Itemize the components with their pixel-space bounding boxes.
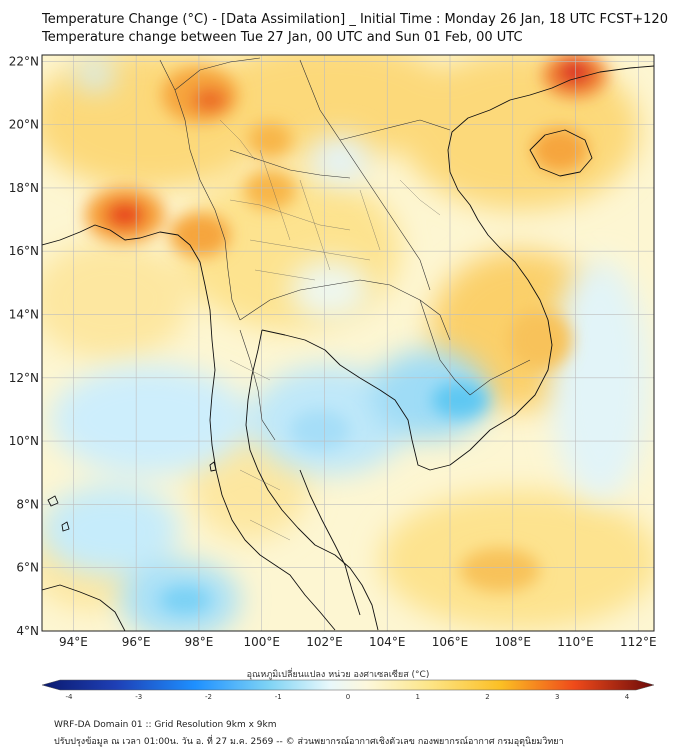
cool-spot-northwest <box>75 60 115 90</box>
colorbar-ticks: -4 -3 -2 -1 0 1 2 3 4 <box>66 693 630 701</box>
longitude-label: 102°E <box>306 635 343 649</box>
latitude-label: 12°N <box>9 371 39 385</box>
warm-region-andaman <box>30 240 190 360</box>
colorbar-tick-label: -3 <box>135 693 142 701</box>
colorbar-tick-label: -2 <box>205 693 212 701</box>
latitude-label: 10°N <box>9 434 39 448</box>
colorbar-tick-label: 2 <box>485 693 489 701</box>
cool-region-isan <box>290 260 370 320</box>
longitude-label: 98°E <box>184 635 213 649</box>
colorbar-tick-label: 3 <box>555 693 559 701</box>
latitude-label: 4°N <box>16 624 39 638</box>
longitude-label: 110°E <box>557 635 594 649</box>
colorbar-tick-label: -4 <box>66 693 74 701</box>
cool-region-andaman-sea <box>50 365 250 475</box>
colorbar-tick-label: 0 <box>346 693 350 701</box>
longitude-label: 94°E <box>59 635 88 649</box>
longitude-label: 108°E <box>495 635 532 649</box>
cool-region-sumatra-west <box>40 485 180 575</box>
hot-spot-myanmar <box>105 201 145 229</box>
colorbar-tick-label: 4 <box>625 693 630 701</box>
footer-line-1: WRF-DA Domain 01 :: Grid Resolution 9km … <box>54 720 276 730</box>
cool-region-east-sea <box>550 260 650 500</box>
cold-spot-cambodia <box>432 382 488 418</box>
longitude-label: 106°E <box>432 635 469 649</box>
warm-spot-hainan <box>532 128 588 172</box>
colorbar: -4 -3 -2 -1 0 1 2 3 4 <box>42 680 654 701</box>
cool-region-north-laos <box>310 135 370 185</box>
longitude-label: 104°E <box>369 635 406 649</box>
latitude-label: 16°N <box>9 244 39 258</box>
latitude-label: 6°N <box>16 561 39 575</box>
colorbar-tick-label: -1 <box>275 693 282 701</box>
hot-spot-guangxi <box>559 60 591 84</box>
latitude-label: 14°N <box>9 308 39 322</box>
latitude-label: 18°N <box>9 181 39 195</box>
footer-line-2: ปรับปรุงข้อมูล ณ เวลา 01:00น. วัน อ. ที่… <box>54 734 564 748</box>
longitude-labels: 94°E 96°E 98°E 100°E 102°E 104°E 106°E 108°E 110… <box>59 635 657 649</box>
colorbar-bar <box>42 680 654 690</box>
longitude-label: 96°E <box>122 635 151 649</box>
colorbar-tick-label: 1 <box>416 693 420 701</box>
colorbar-title: อุณหภูมิเปลี่ยนแปลง หน่วย องศาเซลเซียส (… <box>0 667 676 681</box>
longitude-label: 112°E <box>620 635 657 649</box>
latitude-label: 8°N <box>16 497 39 511</box>
latitude-labels: 22°N 20°N 18°N 16°N 14°N 12°N 10°N 8°N 6°N 4°N <box>9 54 39 638</box>
latitude-label: 22°N <box>9 54 39 68</box>
field-layer <box>30 40 660 640</box>
latitude-label: 20°N <box>9 118 39 132</box>
longitude-label: 100°E <box>243 635 280 649</box>
